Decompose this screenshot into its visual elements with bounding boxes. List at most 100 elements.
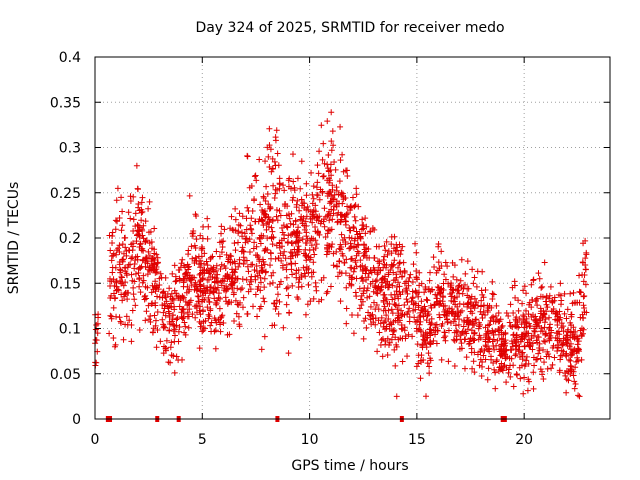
data-point <box>196 271 203 278</box>
data-point <box>503 364 510 371</box>
data-point <box>122 264 129 271</box>
data-point <box>503 310 510 317</box>
data-point <box>543 330 550 337</box>
data-point <box>369 311 376 318</box>
data-point <box>261 275 268 282</box>
data-point <box>386 300 393 307</box>
data-point <box>417 357 424 364</box>
data-point <box>191 281 198 288</box>
data-point <box>512 323 519 330</box>
data-point <box>208 288 215 295</box>
data-point <box>112 264 119 271</box>
data-point <box>470 302 477 309</box>
data-point <box>359 274 366 281</box>
data-point <box>347 264 354 271</box>
data-point <box>268 168 275 175</box>
data-point <box>358 302 365 309</box>
data-point <box>571 385 578 392</box>
data-point <box>287 185 294 192</box>
data-point <box>375 306 382 313</box>
data-point <box>423 296 430 303</box>
data-point <box>403 296 410 303</box>
data-point <box>280 182 287 189</box>
data-point <box>137 241 144 248</box>
data-point <box>493 302 500 309</box>
data-point <box>228 213 235 220</box>
data-point <box>327 189 334 196</box>
data-point <box>256 305 263 312</box>
data-point <box>562 351 569 358</box>
data-point <box>128 271 135 278</box>
data-point <box>540 338 547 345</box>
data-point <box>302 252 309 259</box>
data-point <box>439 298 446 305</box>
data-point <box>516 315 523 322</box>
data-point <box>462 270 469 277</box>
data-point <box>260 222 267 229</box>
data-point <box>506 355 513 362</box>
data-point <box>128 255 135 262</box>
data-point <box>260 295 267 302</box>
data-point <box>189 230 196 237</box>
data-point <box>159 316 166 323</box>
data-point <box>154 326 161 333</box>
data-point <box>151 225 158 232</box>
chart-title: Day 324 of 2025, SRMTID for receiver med… <box>195 20 504 36</box>
data-point <box>498 347 505 354</box>
data-point <box>539 368 546 375</box>
data-point <box>269 155 276 162</box>
data-point <box>349 194 356 201</box>
data-point <box>360 266 367 273</box>
data-point <box>544 365 551 372</box>
data-point <box>535 270 542 277</box>
data-point <box>444 318 451 325</box>
data-point <box>399 243 406 250</box>
data-point <box>217 315 224 322</box>
data-point <box>320 140 327 147</box>
data-point <box>540 375 547 382</box>
data-point <box>109 269 116 276</box>
data-point <box>359 278 366 285</box>
data-point <box>461 281 468 288</box>
data-point <box>356 285 363 292</box>
data-point <box>353 228 360 235</box>
data-point <box>259 217 266 224</box>
data-point <box>576 272 583 279</box>
data-point <box>166 327 173 334</box>
data-point <box>185 247 192 254</box>
data-point <box>260 194 267 201</box>
data-point <box>360 241 367 248</box>
data-point <box>404 290 411 297</box>
data-point <box>394 315 401 322</box>
data-point <box>408 298 415 305</box>
data-point <box>132 302 139 309</box>
data-point <box>538 325 545 332</box>
data-point <box>136 224 143 231</box>
data-point <box>173 353 180 360</box>
y-tick-label: 0 <box>72 412 81 428</box>
data-point <box>413 249 420 256</box>
data-point <box>256 156 263 163</box>
data-point <box>172 273 179 280</box>
data-point <box>244 263 251 270</box>
data-point <box>350 223 357 230</box>
data-point <box>298 158 305 165</box>
data-point <box>507 373 514 380</box>
data-point <box>451 362 458 369</box>
data-point <box>482 332 489 339</box>
data-point <box>388 336 395 343</box>
data-point <box>139 279 146 286</box>
x-tick-label: 5 <box>198 432 207 448</box>
data-point <box>279 224 286 231</box>
data-point <box>567 329 574 336</box>
data-point <box>240 254 247 261</box>
data-point <box>421 337 428 344</box>
data-point <box>576 393 583 400</box>
data-point <box>336 178 343 185</box>
data-point <box>321 223 328 230</box>
data-point <box>509 323 516 330</box>
data-point <box>474 351 481 358</box>
data-point <box>119 222 126 229</box>
data-point <box>303 213 310 220</box>
data-point <box>173 277 180 284</box>
